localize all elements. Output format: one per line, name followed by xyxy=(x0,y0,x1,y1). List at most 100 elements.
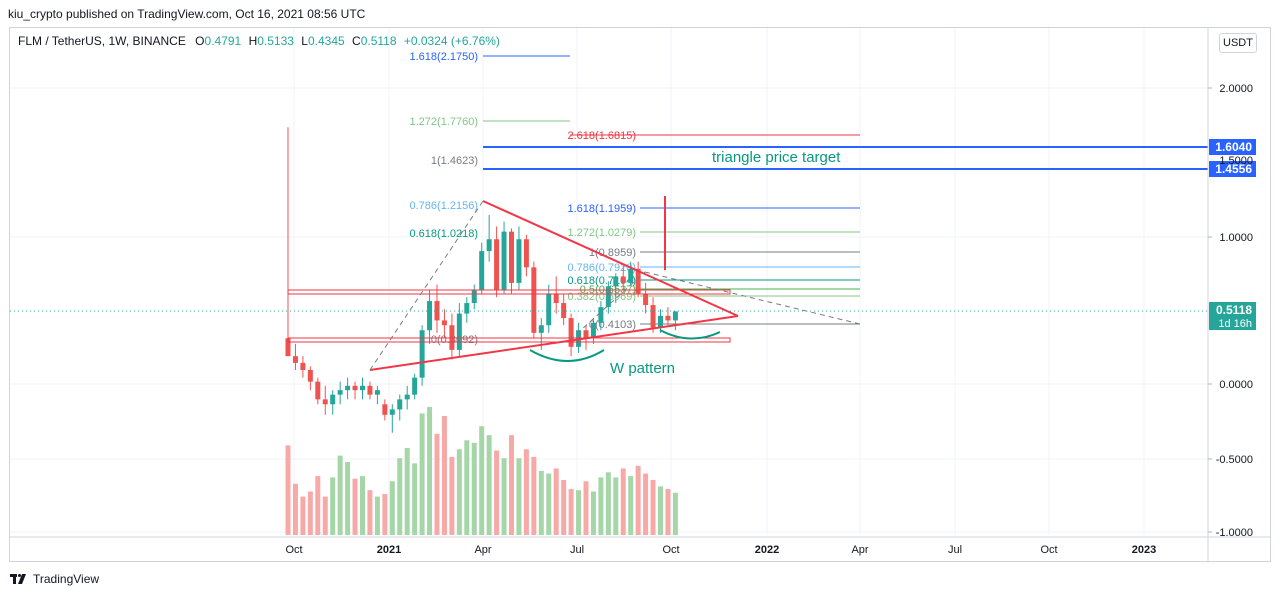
volume-bar xyxy=(590,491,596,535)
candle-body xyxy=(501,231,507,290)
candle-body xyxy=(605,286,611,308)
volume-bar xyxy=(509,435,514,535)
fib-level-label: 1.272(1.7760) xyxy=(410,116,479,128)
candle-body xyxy=(471,289,477,304)
chart-frame xyxy=(9,27,1271,562)
volume-bar xyxy=(538,471,544,535)
annotation-w-pattern: W pattern xyxy=(610,360,675,377)
candle-body xyxy=(441,320,447,326)
legend-h-label: H xyxy=(248,34,258,48)
candle-body xyxy=(404,394,410,400)
candle-body xyxy=(374,390,380,395)
fib-level-label: 1(0.8959) xyxy=(589,247,636,259)
volume-bar xyxy=(665,488,671,535)
volume-bar xyxy=(374,496,380,535)
current-price-box xyxy=(1209,302,1256,330)
x-tick-label: Jul xyxy=(948,544,962,556)
candle-body xyxy=(561,303,567,319)
annotation-triangle-target: triangle price target xyxy=(712,149,841,166)
volume-bar xyxy=(561,479,567,535)
candle-body xyxy=(307,370,313,382)
candle-body xyxy=(516,239,522,283)
candle-body xyxy=(337,390,343,395)
volume-bar xyxy=(613,477,619,535)
volume-bar xyxy=(427,407,433,535)
y-tick-label: -0.5000 xyxy=(1216,454,1253,466)
legend-symbol[interactable]: FLM / TetherUS, 1W, BINANCE xyxy=(18,34,186,48)
tradingview-logo-icon[interactable] xyxy=(10,574,28,584)
volume-bar xyxy=(598,477,604,535)
volume-bar xyxy=(650,479,656,535)
currency-button[interactable]: USDT xyxy=(1219,33,1257,53)
y-tick-label: -1.0000 xyxy=(1216,527,1253,539)
fib-level-label: 1(1.4623) xyxy=(431,155,478,167)
candle-body xyxy=(367,385,373,395)
legend-h-value: 0.5133 xyxy=(257,34,294,48)
candle-body xyxy=(330,394,336,405)
volume-bar xyxy=(531,456,537,535)
symbol-legend: FLM / TetherUS, 1W, BINANCE O0.4791 H0.5… xyxy=(18,34,500,48)
footer-brand[interactable]: TradingView xyxy=(33,572,100,586)
volume-bar xyxy=(345,462,351,535)
candle-body xyxy=(486,239,492,252)
candle-body xyxy=(635,268,641,294)
candle-body xyxy=(613,276,619,287)
volume-bar xyxy=(583,481,589,535)
candle-body xyxy=(322,399,328,405)
volume-bar xyxy=(315,476,321,535)
x-tick-label: Jul xyxy=(570,544,584,556)
volume-bar xyxy=(501,458,507,535)
volume-bar xyxy=(434,433,440,535)
y-tick-label: 0.0000 xyxy=(1219,379,1253,391)
fib-level-label: 0(0.4103) xyxy=(589,319,636,331)
candle-body xyxy=(523,239,529,268)
candle-body xyxy=(389,409,395,415)
x-tick-label: Apr xyxy=(851,544,868,556)
candle-body xyxy=(382,404,388,415)
fib-level-label: 0.786(1.2156) xyxy=(410,200,479,212)
sr-zone xyxy=(287,289,731,295)
countdown-text: 1d 16h xyxy=(1218,318,1252,330)
candle-body xyxy=(419,330,425,378)
volume-bar xyxy=(330,477,336,535)
leg-dashed-line xyxy=(369,200,484,371)
legend-c-label: C xyxy=(352,34,361,48)
candle-body xyxy=(553,293,559,304)
fib-level-label: 0.382(0.5969) xyxy=(568,291,637,303)
x-tick-label: Oct xyxy=(1040,544,1057,556)
x-tick-label: 2023 xyxy=(1132,544,1156,556)
volume-bar xyxy=(441,415,447,535)
sr-zone xyxy=(287,337,731,343)
x-tick-label: 2022 xyxy=(755,544,779,556)
candle-body xyxy=(672,311,678,321)
volume-bar xyxy=(337,455,343,535)
w-pattern-arc-right xyxy=(659,329,721,340)
volume-bar xyxy=(471,442,477,535)
candle-body xyxy=(568,318,574,347)
candle-body xyxy=(509,231,514,283)
candle-body xyxy=(360,385,365,391)
y-tick-label: 1.0000 xyxy=(1219,232,1253,244)
price-label-text: 1.6040 xyxy=(1215,140,1252,154)
candle-body xyxy=(315,381,321,400)
fib-level-label: 1.272(1.0279) xyxy=(568,227,637,239)
volume-bar xyxy=(605,472,611,535)
volume-bar xyxy=(494,450,500,535)
candle-body xyxy=(352,385,358,391)
fib-level-label: 1.618(1.1959) xyxy=(568,203,637,215)
candle-body xyxy=(650,305,656,328)
volume-bar xyxy=(568,488,574,535)
projection-dashed-line xyxy=(644,271,861,325)
volume-bar xyxy=(285,445,291,535)
legend-l-label: L xyxy=(301,34,308,48)
candle-body xyxy=(583,330,589,339)
candle-body xyxy=(427,301,433,331)
legend-o-value: 0.4791 xyxy=(204,34,242,48)
candle-body xyxy=(546,293,552,326)
volume-bar xyxy=(404,447,410,535)
candle-body xyxy=(397,399,403,410)
volume-bar xyxy=(389,481,395,535)
published-line: kiu_crypto published on TradingView.com,… xyxy=(8,7,366,21)
candle-body xyxy=(620,276,626,283)
